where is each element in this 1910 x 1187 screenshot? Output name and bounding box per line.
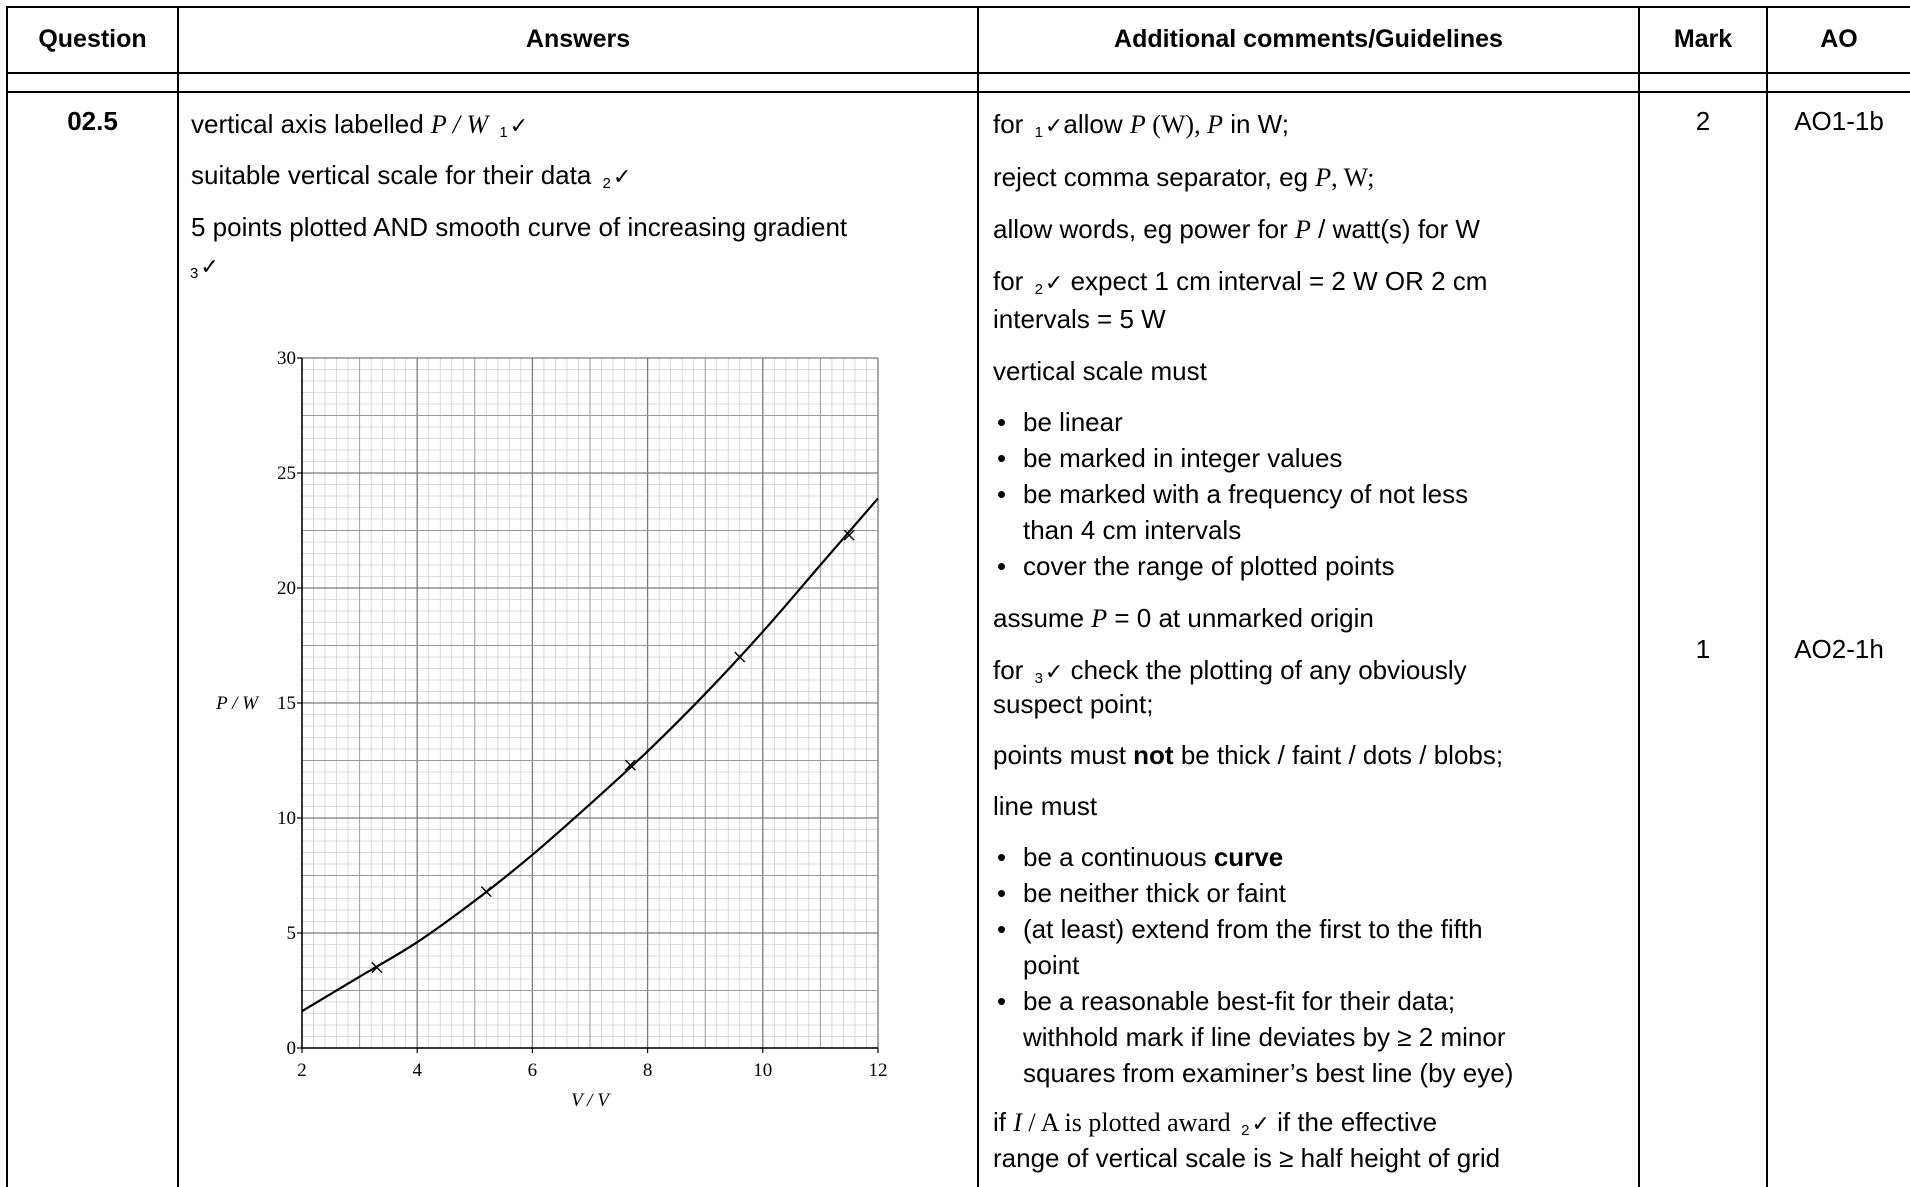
power-voltage-graph: 2 4 6 8 10 12 0 5 10 15 20 25 30 V / V P / W	[215, 348, 888, 1111]
data-points	[371, 529, 855, 973]
header-answers: Answers	[525, 24, 631, 53]
header-bottom-border	[6, 72, 1910, 74]
x-tick-labels: 2 4 6 8 10 12	[297, 1048, 888, 1081]
y-tick-label: 20	[277, 578, 296, 599]
y-tick-labels: 0 5 10 15 20 25 30	[277, 348, 302, 1059]
y-axis-label: P / W	[215, 693, 260, 714]
bullet-item: be a continuous curve	[993, 839, 1513, 875]
check-icon: ✓	[1044, 271, 1064, 296]
y-tick-label: 30	[277, 348, 296, 369]
comment-4: for 2✓ expect 1 cm interval = 2 W OR 2 c…	[993, 266, 1488, 298]
x-tick-label: 12	[869, 1060, 888, 1081]
table-left-border	[6, 6, 8, 1187]
col-divider-3	[1638, 6, 1640, 1187]
x-tick-label: 10	[753, 1060, 772, 1081]
bullet-item: be linear	[993, 404, 1468, 440]
data-point	[843, 529, 855, 541]
data-point	[734, 651, 746, 663]
data-point-stroke	[843, 529, 855, 541]
scale-bullet-list: be linear be marked in integer values be…	[993, 404, 1468, 584]
comment-9: line must	[993, 791, 1098, 821]
data-point-stroke	[734, 651, 746, 663]
x-axis-label: V / V	[571, 1090, 611, 1111]
y-tick-label: 5	[287, 923, 297, 944]
answer-line-3-tick: 3✓	[190, 255, 219, 282]
x-tick-label: 8	[643, 1060, 653, 1081]
y-tick-label: 15	[277, 693, 296, 714]
data-point	[371, 962, 383, 973]
comment-7-line-2: suspect point;	[993, 689, 1154, 719]
check-icon: ✓	[1251, 1112, 1270, 1137]
y-tick-label: 10	[277, 808, 296, 829]
bullet-item-continuation: than 4 cm intervals	[1023, 515, 1242, 545]
bullet-item: be a reasonable best-fit for their data;…	[993, 983, 1513, 1091]
check-icon: ✓	[509, 114, 529, 139]
ao-2: AO2-1h	[1794, 634, 1884, 664]
col-divider-4	[1766, 6, 1768, 1187]
x-tick-label: 6	[528, 1060, 538, 1081]
comment-10-line-2: range of vertical scale is ≥ half height…	[993, 1143, 1501, 1173]
x-tick-label: 4	[412, 1060, 422, 1081]
row-top-border	[6, 91, 1910, 93]
check-icon: ✓	[1044, 660, 1064, 685]
check-icon: ✓	[612, 165, 632, 190]
col-divider-2	[977, 6, 979, 1187]
bullet-item: be marked in integer values	[993, 440, 1468, 476]
comment-7: for 3✓ check the plotting of any obvious…	[993, 655, 1467, 687]
table-top-border	[6, 6, 1910, 8]
data-point-stroke	[480, 886, 492, 898]
ao-1: AO1-1b	[1794, 106, 1884, 136]
data-point-stroke	[371, 962, 383, 973]
data-point	[480, 886, 492, 898]
bullet-item: (at least) extend from the first to the …	[993, 911, 1513, 983]
header-mark: Mark	[1673, 24, 1733, 53]
data-point	[624, 759, 636, 771]
x-tick-label: 2	[297, 1060, 307, 1081]
mark-1: 2	[1695, 106, 1711, 136]
bullet-item: be neither thick or faint	[993, 875, 1513, 911]
comment-5: vertical scale must	[993, 356, 1207, 386]
comment-10: if I / A is plotted award 2✓ if the effe…	[993, 1107, 1438, 1139]
data-point-stroke	[624, 759, 636, 771]
comment-4-line-2: intervals = 5 W	[993, 304, 1166, 334]
comment-6: assume P = 0 at unmarked origin	[993, 603, 1374, 633]
comment-1: for 1✓allow P (W), P in W;	[993, 109, 1289, 141]
comment-3: allow words, eg power for P / watt(s) fo…	[993, 214, 1480, 244]
header-ao: AO	[1820, 24, 1858, 53]
line-bullet-list: be a continuous curve be neither thick o…	[993, 839, 1513, 1091]
y-tick-label: 25	[277, 463, 296, 484]
bullet-item: be marked with a frequency of not less	[993, 476, 1468, 512]
axis-label-math: P / W	[430, 110, 489, 139]
answer-line-3: 5 points plotted AND smooth curve of inc…	[191, 212, 848, 242]
y-tick-label: 0	[287, 1038, 297, 1059]
header-question: Question	[38, 24, 147, 53]
check-icon: ✓	[200, 255, 219, 280]
header-comments: Additional comments/Guidelines	[1114, 24, 1503, 53]
check-icon: ✓	[1044, 114, 1064, 139]
bullet-item: cover the range of plotted points	[993, 548, 1468, 584]
answer-line-1: vertical axis labelled P / W 1✓	[191, 109, 529, 141]
mark-2: 1	[1695, 634, 1711, 664]
question-number: 02.5	[67, 106, 118, 136]
col-divider-1	[177, 6, 179, 1187]
best-fit-curve	[301, 497, 879, 1013]
comment-2: reject comma separator, eg P, W;	[993, 162, 1375, 192]
answer-line-2: suitable vertical scale for their data 2…	[191, 160, 632, 192]
comment-8: points must not be thick / faint / dots …	[993, 740, 1504, 770]
